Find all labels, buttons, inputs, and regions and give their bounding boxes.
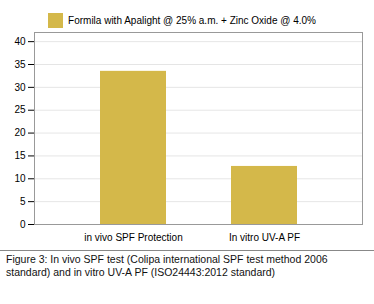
svg-text:0: 0 xyxy=(20,219,26,230)
html-text:Formila with Apalight @ 25% a.: Formila with Apalight @ 25% a.m. + Zinc … xyxy=(68,15,316,26)
svg-text:5: 5 xyxy=(20,196,26,207)
svg-text:30: 30 xyxy=(14,82,26,93)
svg-text:10: 10 xyxy=(14,173,26,184)
html-text:Figure 3: In vivo SPF test (Co: Figure 3: In vivo SPF test (Colipa inter… xyxy=(6,253,328,279)
svg-text:20: 20 xyxy=(14,127,26,138)
svg-text:25: 25 xyxy=(14,104,26,115)
svg-text:35: 35 xyxy=(14,59,26,70)
svg-text:In vitro UV-A PF: In vitro UV-A PF xyxy=(229,232,300,243)
svg-text:40: 40 xyxy=(14,36,26,47)
svg-text:15: 15 xyxy=(14,150,26,161)
svg-text:in vivo SPF Protection: in vivo SPF Protection xyxy=(84,232,182,243)
